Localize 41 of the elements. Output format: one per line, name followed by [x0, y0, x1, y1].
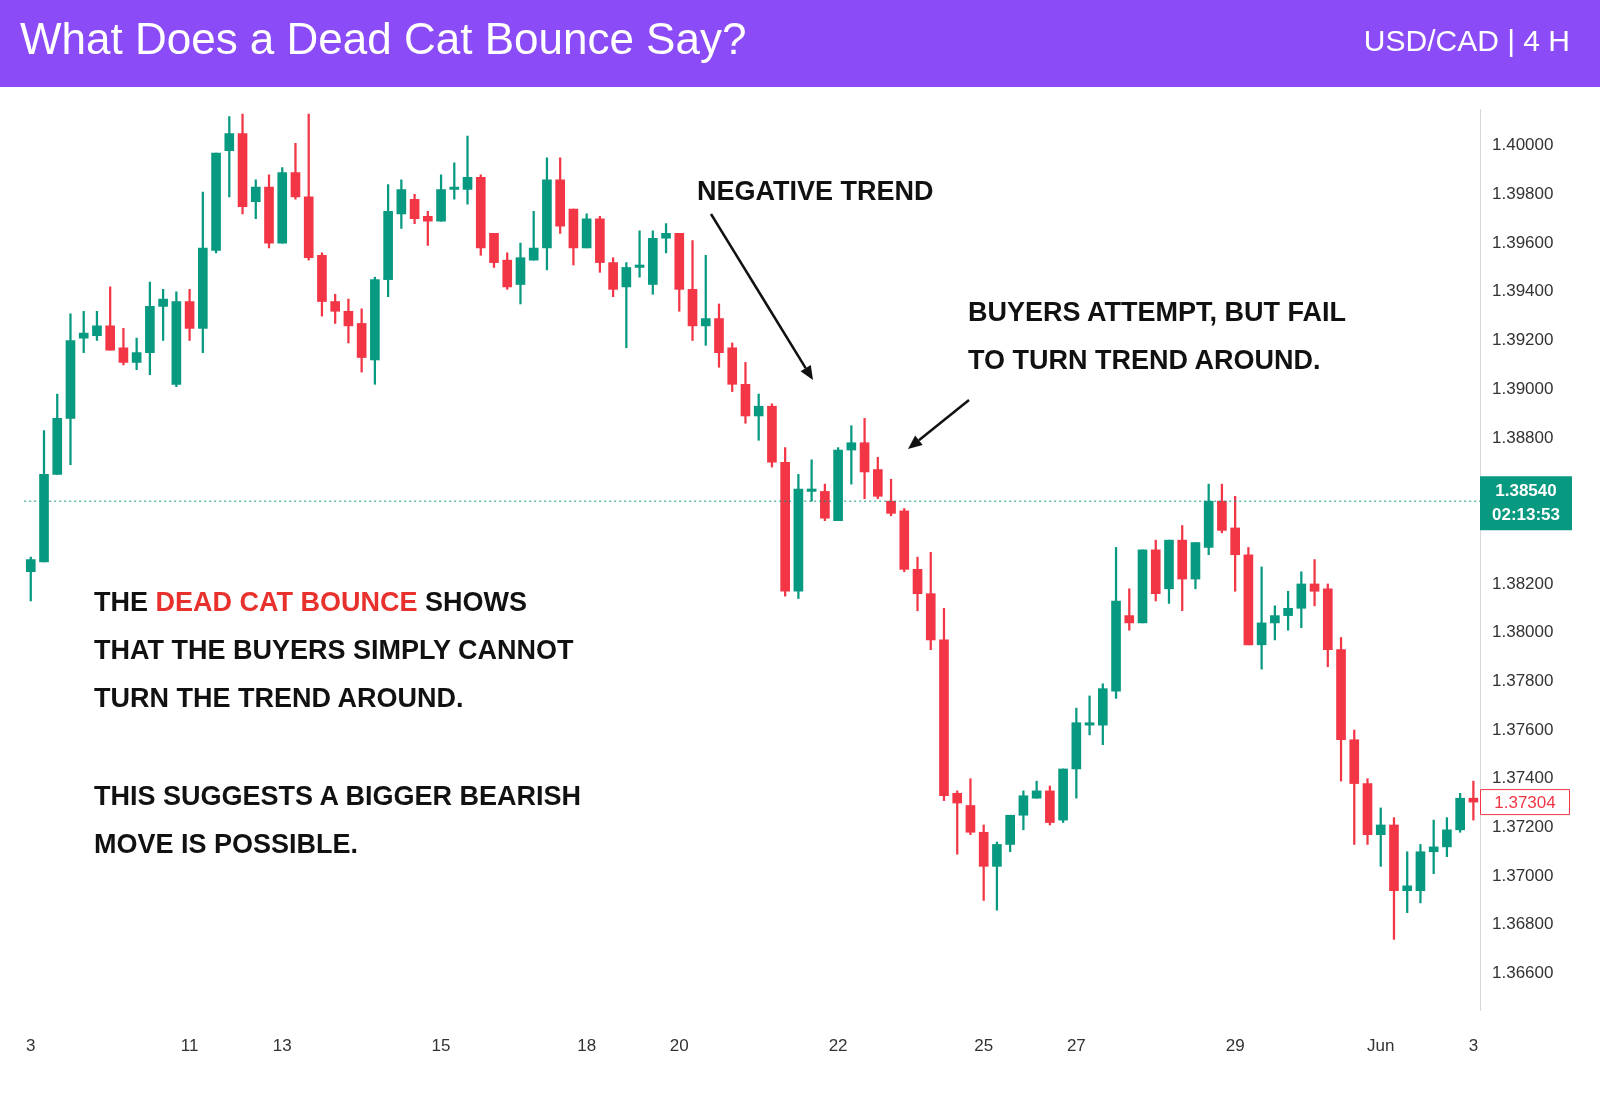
y-tick-label: 1.36600: [1492, 963, 1554, 983]
y-tick-label: 1.40000: [1492, 135, 1554, 155]
chart-title: What Does a Dead Cat Bounce Say?: [20, 14, 747, 64]
x-tick-label: 3: [1468, 1035, 1479, 1055]
candlestick: [1256, 566, 1267, 670]
y-tick-label: 1.39600: [1492, 232, 1554, 252]
x-tick-label: 27: [1066, 1035, 1086, 1055]
y-tick-label: 1.38200: [1492, 573, 1554, 593]
y-tick-label: 1.37200: [1492, 817, 1554, 837]
text: THE DEAD CAT BOUNCE SHOWS THAT THE BUYERS SIMPLY CANNOT TURN THE TREND AROUND.: [94, 587, 574, 713]
x-tick-label: 29: [1225, 1035, 1245, 1055]
y-tick-label: 1.38800: [1492, 427, 1554, 447]
x-tick-label: 11: [180, 1035, 199, 1055]
ref-line-label: 1.38540 02:13:53: [1491, 480, 1561, 524]
x-tick-label: 18: [577, 1035, 597, 1055]
y-tick-label: 1.37400: [1492, 768, 1554, 788]
annotation: NEGATIVE TREND: [697, 176, 934, 206]
y-tick-label: 1.38000: [1492, 622, 1554, 642]
candlestick: [1084, 695, 1095, 736]
text: BUYERS ATTEMPT, BUT FAIL TO TURN TREND AROUND.: [968, 297, 1347, 375]
candlestick: [1309, 559, 1320, 607]
chart-subtitle: USD/CAD | 4 H: [1363, 24, 1570, 58]
text: 1.37304: [1494, 792, 1556, 812]
x-tick-label: 13: [272, 1035, 292, 1055]
x-tick-label: 22: [828, 1035, 848, 1055]
y-tick-label: 1.39800: [1492, 184, 1554, 204]
x-tick-label: Jun: [1367, 1035, 1395, 1055]
y-tick-label: 1.39200: [1492, 330, 1554, 350]
y-tick-label: 1.39000: [1492, 378, 1554, 398]
y-tick-label: 1.39400: [1492, 281, 1554, 301]
x-tick-label: 20: [669, 1035, 689, 1055]
y-tick-label: 1.37000: [1492, 865, 1554, 885]
y-tick-label: 1.37600: [1492, 719, 1554, 739]
candlestick: [634, 230, 645, 278]
candlestick: [462, 135, 473, 205]
text: THIS SUGGESTS A BIGGER BEARISH MOVE IS POSSIBLE.: [94, 781, 582, 859]
x-tick-label: 25: [974, 1035, 994, 1055]
x-tick-label: 3: [26, 1035, 36, 1055]
y-tick-label: 1.37800: [1492, 671, 1554, 691]
x-tick-label: 15: [431, 1035, 451, 1055]
y-tick-label: 1.36800: [1492, 914, 1554, 934]
